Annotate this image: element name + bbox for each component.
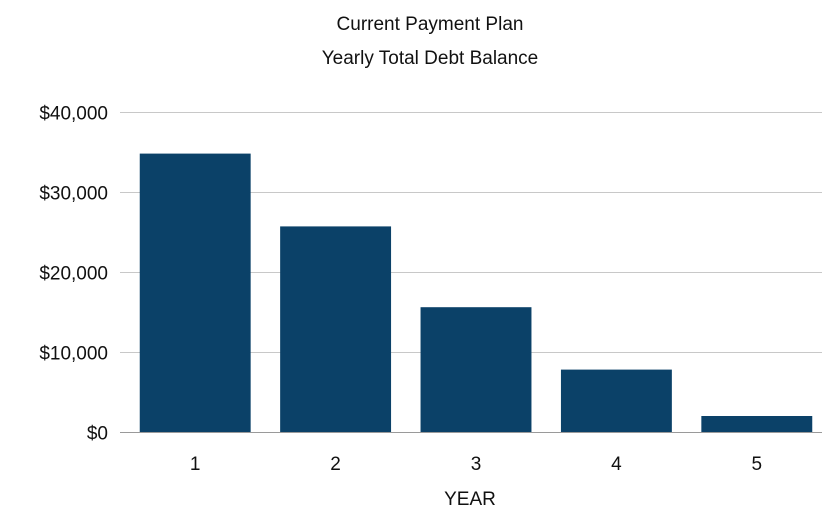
- x-axis-label: YEAR: [444, 489, 496, 510]
- chart-subtitle: Yearly Total Debt Balance: [322, 48, 539, 69]
- y-tick-label: $40,000: [39, 104, 108, 125]
- bar-year-4: [560, 369, 672, 432]
- y-tick-label: $10,000: [39, 344, 108, 365]
- x-tick-label: 5: [752, 454, 763, 475]
- bar-year-1: [139, 153, 251, 432]
- chart-title: Current Payment Plan: [337, 14, 524, 35]
- y-axis-ticks: $0 $10,000 $20,000 $30,000 $40,000: [39, 104, 108, 445]
- bars: [139, 153, 813, 432]
- bar-year-2: [280, 226, 392, 432]
- x-tick-label: 4: [611, 454, 622, 475]
- x-tick-label: 1: [190, 454, 201, 475]
- y-tick-label: $0: [87, 424, 108, 445]
- bar-year-5: [701, 416, 813, 432]
- x-axis-ticks: 1 2 3 4 5: [190, 454, 762, 475]
- x-tick-label: 2: [330, 454, 341, 475]
- y-tick-label: $20,000: [39, 264, 108, 285]
- bar-year-3: [420, 307, 532, 432]
- y-tick-label: $30,000: [39, 184, 108, 205]
- x-tick-label: 3: [471, 454, 482, 475]
